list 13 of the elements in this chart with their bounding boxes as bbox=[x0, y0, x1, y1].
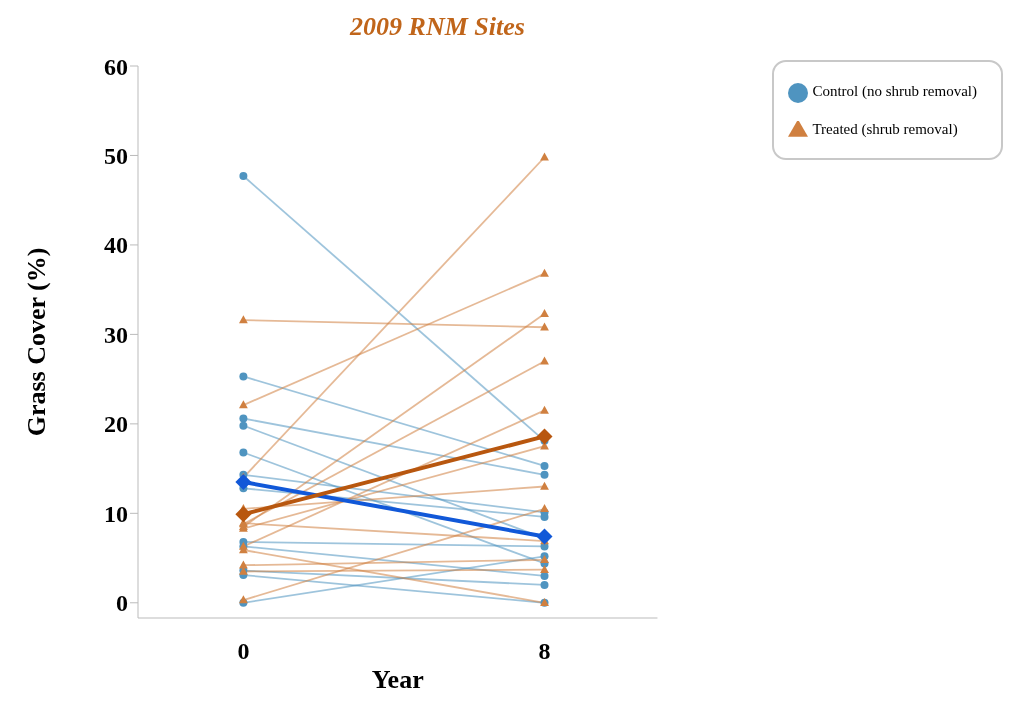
x-tick-label: 8 bbox=[538, 638, 551, 665]
y-axis-title: Grass Cover (%) bbox=[22, 247, 52, 437]
y-tick-label: 0 bbox=[116, 590, 128, 617]
y-tick-label: 60 bbox=[104, 53, 128, 80]
y-tick-label: 40 bbox=[104, 232, 128, 259]
x-axis-title: Year bbox=[371, 665, 424, 694]
legend-label: Control (no shrub removal) bbox=[812, 83, 977, 99]
chart-title: 2009 RNM Sites bbox=[348, 12, 526, 42]
y-tick-label: 30 bbox=[104, 321, 128, 348]
y-tick-label: 50 bbox=[104, 142, 128, 169]
legend-label: Treated (shrub removal) bbox=[812, 121, 958, 137]
y-tick-label: 10 bbox=[104, 500, 128, 527]
y-tick-label: 20 bbox=[104, 411, 128, 438]
